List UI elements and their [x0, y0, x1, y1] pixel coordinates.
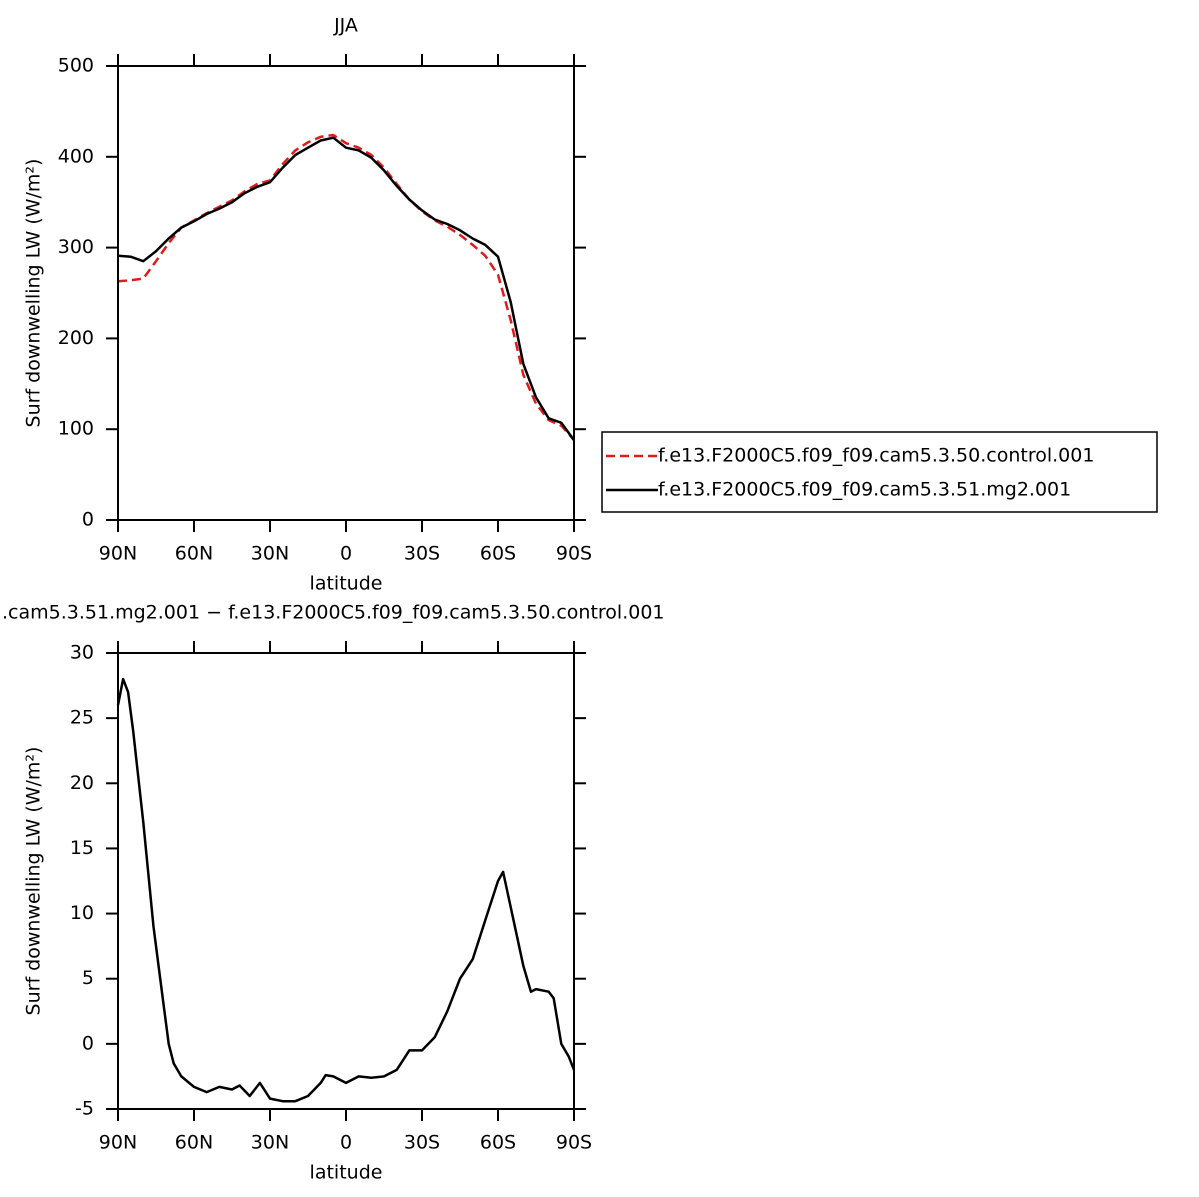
- y-tick-label: 500: [58, 55, 94, 77]
- y-tick-label: 300: [58, 236, 94, 258]
- x-tick-label: 90N: [99, 543, 137, 565]
- x-tick-label: 60S: [480, 1132, 516, 1154]
- chart-title: JJA: [333, 15, 358, 37]
- legend-label: f.e13.F2000C5.f09_f09.cam5.3.51.mg2.001: [658, 479, 1071, 501]
- x-tick-label: 90S: [556, 1132, 592, 1154]
- y-tick-label: 100: [58, 418, 94, 440]
- chart-title: .cam5.3.51.mg2.001 − f.e13.F2000C5.f09_f…: [2, 602, 665, 624]
- y-tick-label: 200: [58, 327, 94, 349]
- x-axis-label: latitude: [310, 1162, 383, 1184]
- data-line: [117, 136, 576, 441]
- x-tick-label: 60S: [480, 543, 516, 565]
- y-tick-label: 400: [58, 145, 94, 167]
- y-tick-label: -5: [75, 1098, 94, 1120]
- x-tick-label: 60N: [175, 1132, 213, 1154]
- data-line: [116, 677, 576, 1103]
- x-tick-label: 0: [340, 1132, 352, 1154]
- y-tick-label: 5: [82, 967, 94, 989]
- x-tick-label: 60N: [175, 543, 213, 565]
- x-tick-label: 0: [340, 543, 352, 565]
- y-tick-label: 20: [70, 772, 94, 794]
- y-tick-label: 25: [70, 707, 94, 729]
- x-tick-label: 30S: [404, 1132, 440, 1154]
- y-tick-label: 15: [70, 837, 94, 859]
- x-tick-label: 30N: [251, 543, 289, 565]
- x-tick-label: 90N: [99, 1132, 137, 1154]
- legend-label: f.e13.F2000C5.f09_f09.cam5.3.50.control.…: [658, 445, 1094, 467]
- y-axis-label: Surf downwelling LW (W/m²): [23, 747, 45, 1016]
- y-tick-label: 0: [82, 509, 94, 531]
- x-axis-label: latitude: [310, 573, 383, 595]
- y-axis-label: Surf downwelling LW (W/m²): [23, 159, 45, 428]
- y-tick-label: 10: [70, 902, 94, 924]
- y-tick-label: 30: [70, 642, 94, 664]
- x-tick-label: 90S: [556, 543, 592, 565]
- x-tick-label: 30N: [251, 1132, 289, 1154]
- y-tick-label: 0: [82, 1032, 94, 1054]
- plot-frame: [117, 652, 575, 1110]
- legend-box: [601, 431, 1158, 513]
- x-tick-label: 30S: [404, 543, 440, 565]
- plot-frame: [117, 65, 575, 521]
